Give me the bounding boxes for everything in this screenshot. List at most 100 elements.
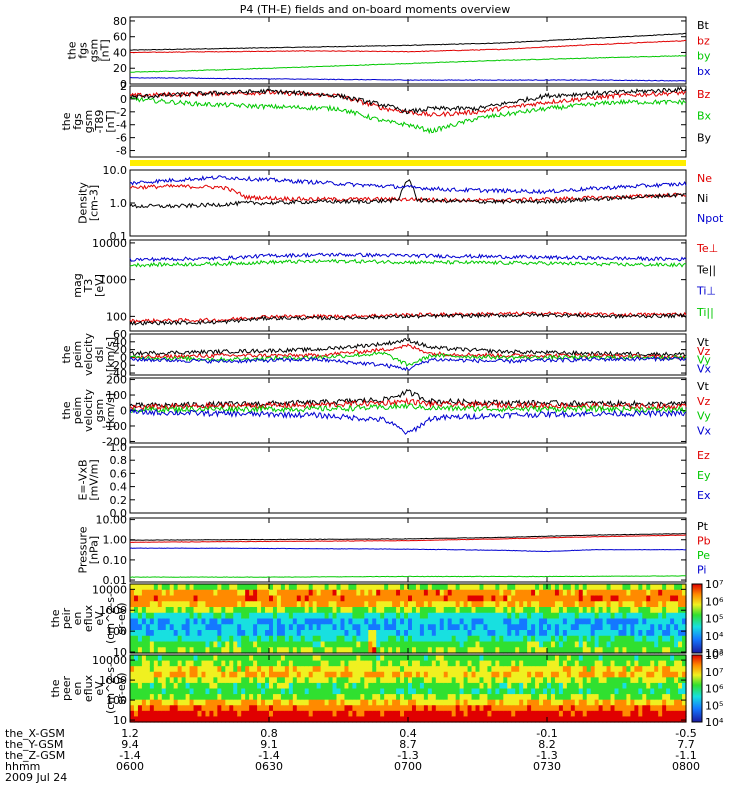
spectrogram-cell	[570, 589, 576, 597]
spectrogram-cell	[181, 584, 187, 591]
spectrogram-cell	[137, 660, 143, 667]
spectrogram-cell	[558, 666, 564, 673]
spectrogram-cell	[312, 601, 318, 608]
y-tick-label: -6	[116, 132, 127, 145]
spectrogram-cell	[388, 710, 393, 718]
spectrogram-cell	[594, 677, 600, 684]
y-axis-label: [nT]	[104, 110, 117, 132]
spectrogram-cell	[332, 595, 338, 602]
spectrogram-cell	[185, 682, 191, 690]
spectrogram-cell	[590, 694, 596, 701]
spectrogram-cell	[193, 601, 199, 608]
spectrogram-cell	[193, 666, 199, 673]
spectrogram-cell	[269, 618, 274, 625]
spectrogram-cell	[165, 630, 171, 637]
spectrogram-cell	[634, 618, 639, 625]
spectrogram-cell	[463, 584, 469, 591]
spectrogram-cell	[550, 682, 556, 690]
spectrogram-cell	[137, 641, 143, 648]
spectrogram-cell	[141, 699, 147, 706]
legend-Ni: Ni	[697, 192, 708, 205]
spectrogram-cell	[574, 612, 580, 620]
spectrogram-cell	[654, 666, 659, 673]
spectrogram-cell	[590, 618, 596, 625]
spectrogram-cell	[376, 641, 381, 648]
spectrogram-cell	[272, 601, 278, 608]
spectrogram-cell	[610, 641, 616, 648]
spectrogram-cell	[221, 630, 226, 637]
spectrogram-cell	[189, 666, 195, 673]
spectrogram-cell	[324, 705, 330, 712]
spectrogram-cell	[626, 595, 631, 602]
spectrogram-cell	[336, 612, 342, 620]
spectrogram-cell	[519, 635, 524, 643]
spectrogram-cell	[404, 710, 409, 718]
spectrogram-cell	[340, 710, 346, 718]
spectrogram-cell	[217, 682, 222, 690]
spectrogram-cell	[523, 624, 528, 631]
spectrogram-cell	[499, 624, 504, 631]
spectrogram-cell	[141, 716, 147, 723]
spectrogram-cell	[352, 710, 357, 718]
spectrogram-cell	[435, 612, 441, 620]
spectrogram-cell	[503, 677, 508, 684]
spectrogram-cell	[304, 660, 310, 667]
spectrogram-cell	[499, 635, 504, 643]
spectrogram-cell	[316, 607, 322, 614]
spectrogram-cell	[276, 630, 282, 637]
spectrogram-cell	[566, 671, 572, 678]
spectrogram-cell	[137, 612, 143, 620]
spectrogram-cell	[324, 716, 330, 723]
spectrogram-cell	[149, 630, 155, 637]
spectrogram-cell	[328, 589, 334, 597]
spectrogram-cell	[324, 682, 330, 690]
spectrogram-cell	[185, 688, 191, 695]
spectrogram-cell	[185, 677, 191, 684]
spectrogram-cell	[396, 716, 401, 723]
spectrogram-cell	[181, 660, 187, 667]
spectrogram-cell	[292, 635, 298, 643]
spectrogram-cell	[229, 601, 234, 608]
spectrogram-cell	[586, 607, 592, 614]
spectrogram-cell	[523, 630, 528, 637]
spectrogram-cell	[133, 710, 139, 718]
spectrogram-cell	[471, 694, 477, 701]
spectrogram-cell	[169, 682, 175, 690]
spectrogram-cell	[459, 716, 465, 723]
spectrogram-cell	[586, 682, 592, 690]
spectrogram-cell	[245, 635, 250, 643]
spectrogram-cell	[193, 595, 199, 602]
spectrogram-cell	[217, 716, 222, 723]
spectrogram-cell	[292, 716, 298, 723]
spectrogram-cell	[249, 694, 254, 701]
spectrogram-cell	[586, 710, 592, 718]
spectrogram-cell	[467, 647, 473, 654]
spectrogram-cell	[209, 635, 214, 643]
spectrogram-cell	[618, 694, 624, 701]
y-axis-label: the	[60, 112, 73, 130]
spectrogram-cell	[280, 635, 286, 643]
spectrogram-cell	[233, 666, 238, 673]
spectrogram-cell	[590, 671, 596, 678]
spectrogram-cell	[459, 682, 465, 690]
spectrogram-cell	[360, 699, 365, 706]
spectrogram-cell	[404, 671, 409, 678]
spectrogram-cell	[598, 716, 604, 723]
spectrogram-cell	[145, 641, 151, 648]
spectrogram-cell	[578, 710, 584, 718]
spectrogram-cell	[265, 647, 270, 654]
spectrogram-cell	[352, 584, 357, 591]
spectrogram-cell	[153, 655, 159, 662]
spectrogram-cell	[344, 694, 350, 701]
spectrogram-cell	[372, 699, 377, 706]
spectrogram-cell	[642, 705, 647, 712]
spectrogram-cell	[491, 677, 496, 684]
spectrogram-cell	[284, 635, 290, 643]
spectrogram-cell	[392, 618, 397, 625]
spectrogram-cell	[280, 682, 286, 690]
spectrogram-cell	[332, 699, 338, 706]
spectrogram-cell	[547, 688, 552, 695]
spectrogram-cell	[475, 635, 481, 643]
spectrogram-cell	[336, 589, 342, 597]
spectrogram-cell	[582, 607, 588, 614]
